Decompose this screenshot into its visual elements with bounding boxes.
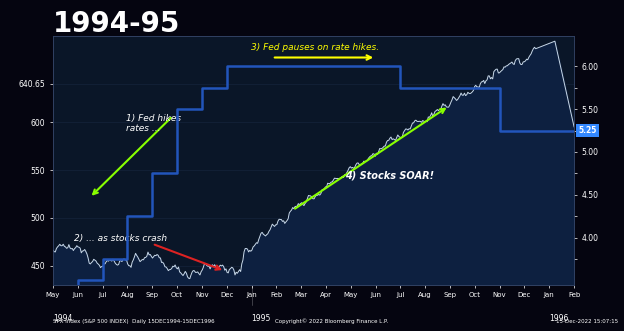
Text: 2) ... as stocks crash: 2) ... as stocks crash bbox=[74, 234, 167, 243]
Text: 1994: 1994 bbox=[53, 314, 72, 323]
Text: 1) Fed hikes
rates ...: 1) Fed hikes rates ... bbox=[126, 114, 181, 133]
Text: 3) Fed pauses on rate hikes.: 3) Fed pauses on rate hikes. bbox=[251, 43, 379, 52]
Text: Copyright© 2022 Bloomberg Finance L.P.: Copyright© 2022 Bloomberg Finance L.P. bbox=[275, 319, 388, 324]
Text: 1994-95: 1994-95 bbox=[53, 10, 180, 38]
Text: 1996: 1996 bbox=[549, 314, 568, 323]
Text: 5.25: 5.25 bbox=[578, 126, 597, 135]
Text: 15-Dec-2022 15:07:15: 15-Dec-2022 15:07:15 bbox=[555, 319, 618, 324]
Text: SPX Index (S&P 500 INDEX)  Daily 15DEC1994-15DEC1996: SPX Index (S&P 500 INDEX) Daily 15DEC199… bbox=[53, 319, 215, 324]
Text: 4) Stocks SOAR!: 4) Stocks SOAR! bbox=[345, 170, 434, 180]
Text: 1995: 1995 bbox=[251, 314, 271, 323]
